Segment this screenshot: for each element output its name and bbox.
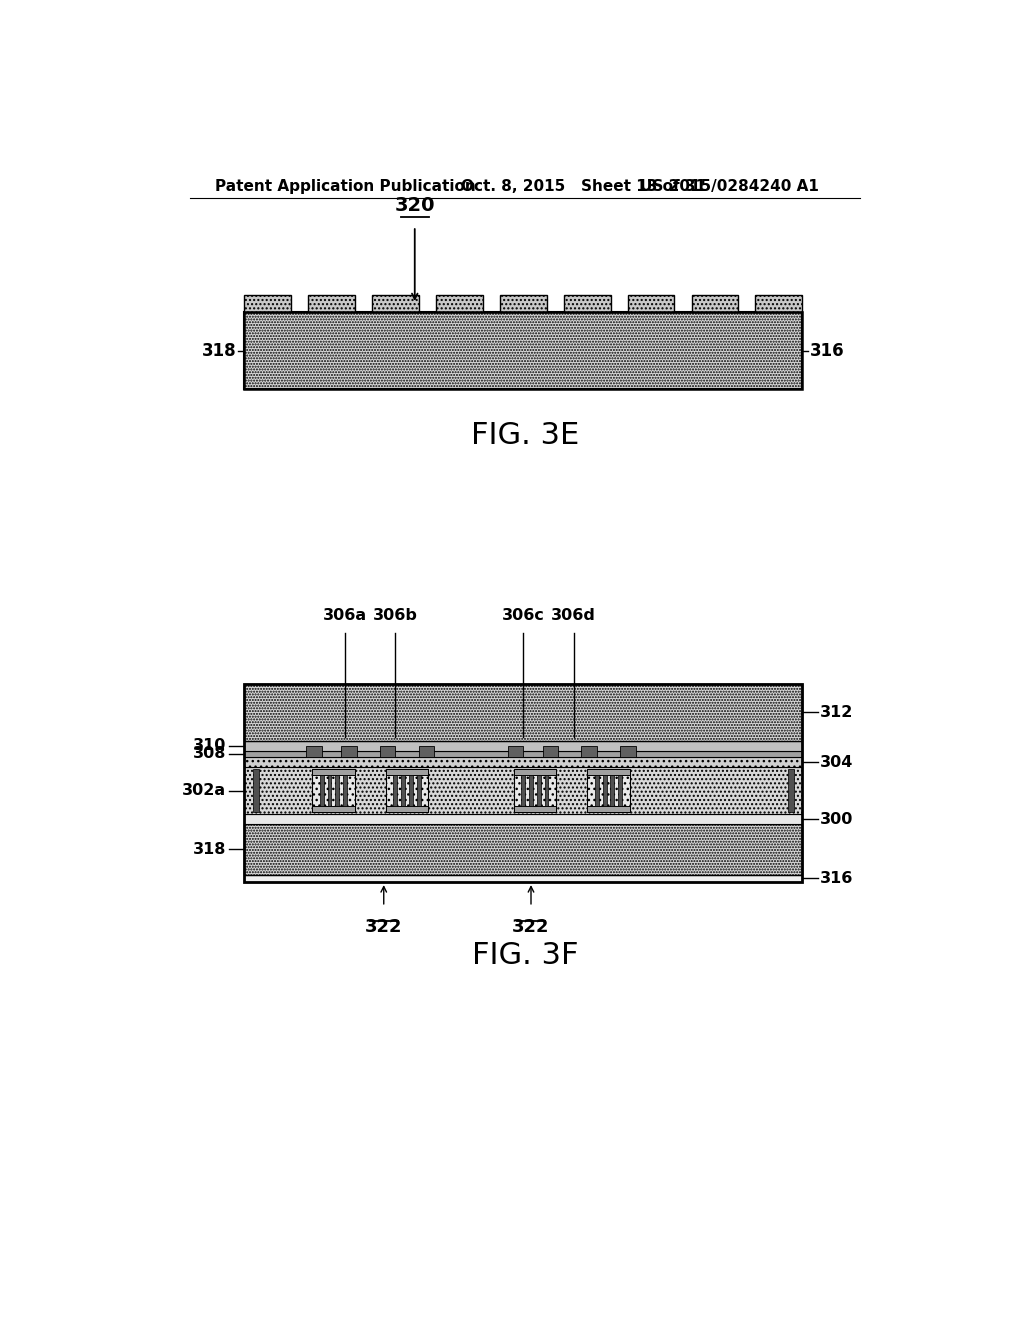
Bar	[514, 807, 556, 812]
Bar	[587, 770, 630, 812]
Text: 304: 304	[820, 755, 853, 770]
Text: FIG. 3F: FIG. 3F	[471, 941, 579, 970]
Bar	[328, 775, 332, 807]
Bar	[386, 770, 428, 812]
Bar	[610, 775, 614, 807]
Text: 322: 322	[365, 919, 402, 936]
Text: FIG. 3E: FIG. 3E	[471, 421, 579, 450]
Bar	[245, 684, 802, 882]
Bar	[245, 684, 802, 742]
Bar	[514, 770, 556, 775]
Text: 306a: 306a	[323, 607, 367, 623]
Bar	[419, 746, 434, 756]
Text: 316: 316	[820, 871, 853, 886]
Bar	[514, 770, 556, 812]
Bar	[386, 770, 428, 775]
Bar	[306, 746, 322, 756]
Bar	[564, 296, 610, 313]
Bar	[245, 825, 802, 875]
Bar	[521, 775, 525, 807]
Bar	[245, 751, 802, 756]
Bar	[587, 807, 630, 812]
Text: 310: 310	[194, 738, 226, 754]
Text: 306c: 306c	[502, 607, 545, 623]
Bar	[245, 767, 802, 813]
Bar	[628, 296, 675, 313]
Bar	[603, 775, 606, 807]
Text: 308: 308	[194, 746, 226, 762]
Bar	[436, 296, 482, 313]
Bar	[245, 875, 802, 882]
Bar	[335, 775, 339, 807]
Text: 318: 318	[202, 342, 237, 360]
Bar	[417, 775, 421, 807]
Bar	[245, 742, 802, 751]
Text: 318: 318	[194, 842, 226, 857]
Text: 306b: 306b	[373, 607, 418, 623]
Bar	[401, 775, 406, 807]
Bar	[529, 775, 532, 807]
Bar	[319, 775, 324, 807]
Text: 316: 316	[810, 342, 845, 360]
Text: 300: 300	[820, 812, 853, 826]
Bar	[312, 770, 354, 775]
Bar	[543, 746, 558, 756]
Bar	[343, 775, 347, 807]
Bar	[756, 296, 802, 313]
Text: 306d: 306d	[551, 607, 596, 623]
Text: 322: 322	[512, 919, 550, 936]
Bar	[409, 775, 413, 807]
Text: US 2015/0284240 A1: US 2015/0284240 A1	[640, 180, 818, 194]
Bar	[691, 296, 738, 313]
Bar	[508, 746, 523, 756]
Bar	[312, 807, 354, 812]
Bar	[253, 770, 259, 812]
Bar	[308, 296, 355, 313]
Bar	[386, 807, 428, 812]
Bar	[372, 296, 419, 313]
Bar	[545, 775, 549, 807]
Bar	[393, 775, 397, 807]
Text: 320: 320	[394, 195, 435, 215]
Bar	[537, 775, 541, 807]
Bar	[618, 775, 622, 807]
Bar	[595, 775, 599, 807]
Bar	[312, 770, 354, 812]
Text: 302a: 302a	[182, 783, 226, 799]
Bar	[245, 313, 802, 389]
Bar	[245, 756, 802, 767]
Bar	[587, 770, 630, 775]
Text: 312: 312	[820, 705, 853, 719]
Text: Oct. 8, 2015   Sheet 13 of 31: Oct. 8, 2015 Sheet 13 of 31	[461, 180, 707, 194]
Bar	[245, 813, 802, 825]
Bar	[787, 770, 794, 812]
Bar	[380, 746, 395, 756]
Bar	[341, 746, 356, 756]
Text: Patent Application Publication: Patent Application Publication	[215, 180, 475, 194]
Bar	[245, 296, 291, 313]
Bar	[621, 746, 636, 756]
Bar	[500, 296, 547, 313]
Bar	[582, 746, 597, 756]
Bar	[245, 313, 802, 389]
